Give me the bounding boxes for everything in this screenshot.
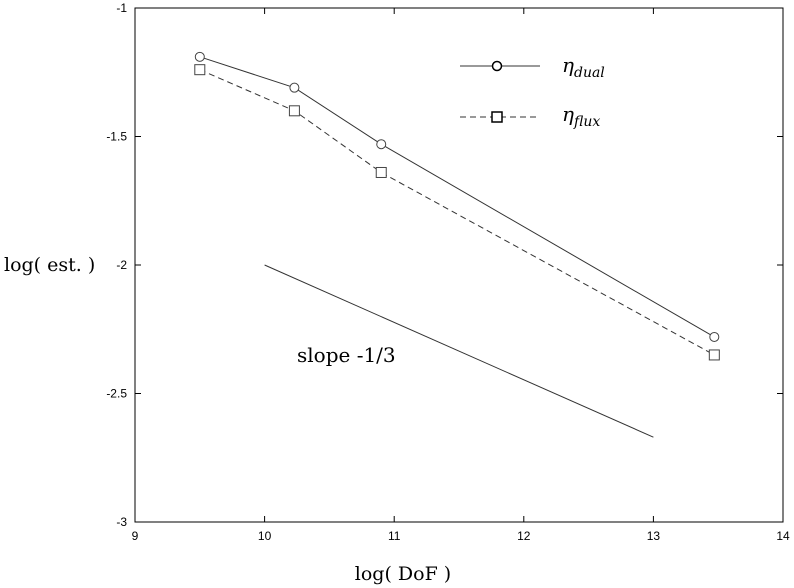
y-tick-label: -1.5	[106, 130, 127, 144]
data-point-flux	[708, 349, 720, 361]
data-point-dual	[194, 51, 205, 62]
legend: ηdual ηflux	[460, 53, 605, 130]
x-tick-label: 11	[388, 529, 401, 543]
legend-label-dual: ηdual	[562, 53, 605, 81]
data-point-flux	[375, 166, 387, 178]
data-point-dual	[709, 331, 720, 342]
y-tick-label: -1	[116, 1, 127, 15]
y-tick-label: -2	[116, 258, 127, 272]
data-point-dual	[376, 139, 387, 150]
legend-marker-square	[491, 111, 503, 123]
y-tick-label: -2.5	[106, 387, 127, 401]
x-tick-label: 14	[776, 529, 790, 543]
y-tick-labels: -3 -2.5 -2 -1.5 -1	[106, 1, 127, 529]
y-axis-label: log( est. )	[4, 254, 95, 276]
reference-line-group	[264, 264, 654, 438]
x-tick-label: 10	[258, 529, 272, 543]
plot-frame	[134, 7, 784, 523]
data-point-flux	[288, 105, 300, 117]
axis-ticks	[134, 7, 784, 523]
y-tick-label: -3	[116, 515, 127, 529]
legend-label-dual-sub: dual	[574, 65, 605, 81]
x-tick-label: 12	[517, 529, 531, 543]
series-line-flux	[199, 69, 715, 356]
x-tick-label: 13	[647, 529, 661, 543]
series-line-dual	[199, 56, 715, 338]
legend-marker-circle	[491, 60, 503, 72]
legend-label-flux-sub: flux	[573, 114, 600, 130]
data-point-flux	[194, 64, 206, 76]
slope-annotation: slope -1/3	[297, 343, 396, 367]
x-axis-label: log( DoF )	[355, 563, 451, 585]
legend-label-dual-main: η	[562, 53, 574, 77]
data-point-dual	[289, 82, 300, 93]
reference-slope-line	[264, 264, 654, 438]
legend-label-flux-main: η	[562, 102, 574, 126]
legend-label-flux: ηflux	[562, 102, 600, 130]
series-group	[194, 51, 720, 361]
x-tick-label: 9	[132, 529, 139, 543]
x-tick-labels: 9 10 11 12 13 14	[132, 529, 790, 543]
